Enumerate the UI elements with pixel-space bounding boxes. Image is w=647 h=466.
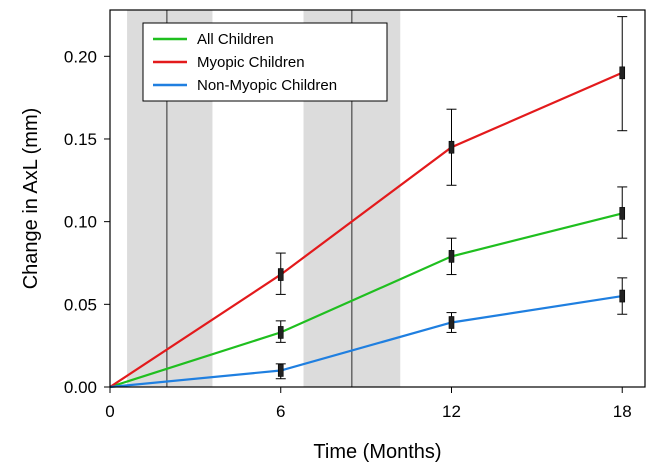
- series-line: [109, 295, 623, 389]
- series-layer: [109, 16, 628, 389]
- y-tick-label: 0.10: [64, 213, 97, 232]
- error-bar: [446, 237, 457, 276]
- data-point-marker: [619, 66, 626, 80]
- data-point-marker: [619, 207, 626, 220]
- y-axis: 0.00 0.05 0.10 0.15 0.20: [64, 47, 110, 397]
- series-line: [109, 71, 623, 388]
- data-point-marker: [277, 326, 284, 339]
- error-bar: [275, 320, 286, 343]
- series-3: [109, 277, 628, 389]
- x-tick-label: 18: [613, 402, 632, 421]
- data-point-marker: [277, 268, 284, 281]
- error-bar: [275, 252, 286, 295]
- legend-label: Myopic Children: [197, 54, 305, 71]
- legend-label: Non-Myopic Children: [197, 77, 337, 94]
- error-bar: [446, 108, 457, 186]
- legend-label: All Children: [197, 31, 274, 48]
- error-bar: [275, 363, 286, 380]
- x-tick-label: 0: [105, 402, 114, 421]
- series-2: [109, 16, 628, 388]
- y-tick-label: 0.15: [64, 130, 97, 149]
- y-tick-label: 0.20: [64, 47, 97, 66]
- data-point-marker: [619, 289, 626, 303]
- x-tick-label: 6: [276, 402, 285, 421]
- error-bar: [617, 16, 628, 132]
- plot-frame: [109, 9, 646, 388]
- y-tick-label: 0.05: [64, 295, 97, 314]
- error-bar: [446, 312, 457, 333]
- data-point-marker: [448, 250, 455, 263]
- data-point-marker: [277, 364, 284, 377]
- error-bar: [617, 277, 628, 315]
- data-point-marker: [448, 140, 455, 154]
- error-bar: [617, 186, 628, 239]
- legend: All Children Myopic Children Non-Myopic Ch…: [142, 22, 388, 102]
- y-axis-title: Change in AxL (mm): [20, 108, 42, 290]
- series-line: [109, 212, 623, 389]
- x-axis-title: Time (Months): [313, 441, 441, 463]
- x-axis: 0 6 12 18: [105, 387, 632, 421]
- data-point-marker: [448, 316, 455, 329]
- x-tick-label: 12: [442, 402, 461, 421]
- y-tick-label: 0.00: [64, 378, 97, 397]
- series-1: [109, 186, 628, 389]
